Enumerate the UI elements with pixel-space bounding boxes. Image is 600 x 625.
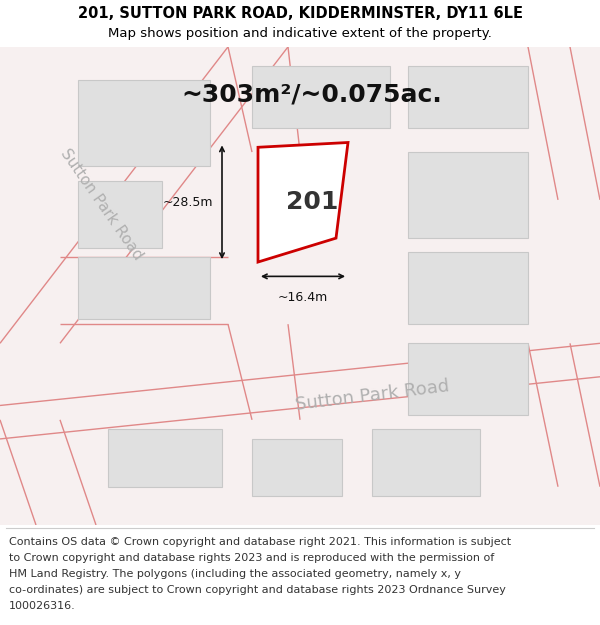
Polygon shape: [108, 429, 222, 487]
Polygon shape: [372, 429, 480, 496]
Polygon shape: [252, 66, 390, 128]
Polygon shape: [252, 439, 342, 496]
Polygon shape: [408, 343, 528, 415]
Text: 100026316.: 100026316.: [9, 601, 76, 611]
Text: HM Land Registry. The polygons (including the associated geometry, namely x, y: HM Land Registry. The polygons (includin…: [9, 569, 461, 579]
Text: ~28.5m: ~28.5m: [163, 196, 213, 209]
Text: Map shows position and indicative extent of the property.: Map shows position and indicative extent…: [108, 28, 492, 40]
Text: 201, SUTTON PARK ROAD, KIDDERMINSTER, DY11 6LE: 201, SUTTON PARK ROAD, KIDDERMINSTER, DY…: [77, 6, 523, 21]
Polygon shape: [408, 253, 528, 324]
Polygon shape: [258, 142, 348, 262]
Text: Sutton Park Road: Sutton Park Road: [294, 378, 450, 414]
Text: to Crown copyright and database rights 2023 and is reproduced with the permissio: to Crown copyright and database rights 2…: [9, 553, 494, 563]
Text: co-ordinates) are subject to Crown copyright and database rights 2023 Ordnance S: co-ordinates) are subject to Crown copyr…: [9, 585, 506, 595]
Text: ~16.4m: ~16.4m: [278, 291, 328, 304]
Polygon shape: [78, 81, 210, 166]
Polygon shape: [408, 152, 528, 238]
Text: 201: 201: [286, 190, 338, 214]
Text: Contains OS data © Crown copyright and database right 2021. This information is : Contains OS data © Crown copyright and d…: [9, 537, 511, 547]
Polygon shape: [408, 66, 528, 128]
Polygon shape: [78, 258, 210, 319]
Text: Sutton Park Road: Sutton Park Road: [58, 146, 146, 263]
Polygon shape: [78, 181, 162, 248]
Text: ~303m²/~0.075ac.: ~303m²/~0.075ac.: [182, 82, 442, 107]
